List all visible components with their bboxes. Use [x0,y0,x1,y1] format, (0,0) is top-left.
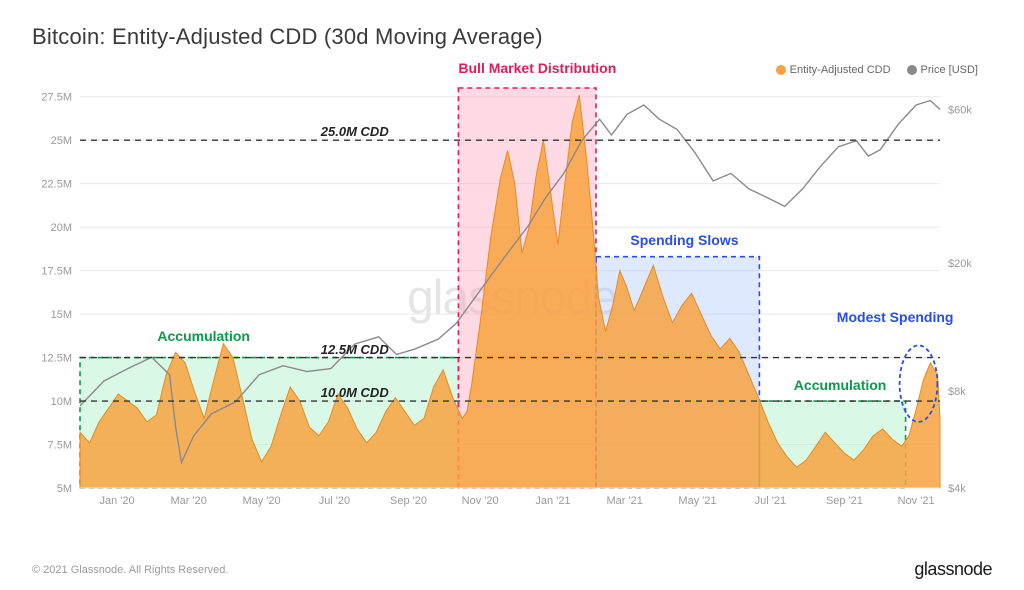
svg-text:12.5M: 12.5M [41,353,72,365]
chart-svg: 5M 7.5M 10M 12.5M 15M 17.5M 20M 22.5M 25M 27.5M $4… [32,68,992,528]
svg-text:$20k: $20k [948,258,972,270]
svg-text:$60k: $60k [948,105,972,117]
svg-text:Jul '20: Jul '20 [319,495,350,507]
svg-text:Sep '21: Sep '21 [826,495,863,507]
svg-text:7.5M: 7.5M [48,440,72,452]
chart-area: glassnode Entity-Adjusted CDD Price [USD… [32,68,992,528]
copyright: © 2021 Glassnode. All Rights Reserved. [32,564,228,576]
svg-text:$4k: $4k [948,483,966,495]
svg-text:Jan '20: Jan '20 [99,495,134,507]
svg-text:22.5M: 22.5M [41,179,72,191]
ref-line-label: 10.0M CDD [321,385,389,400]
svg-text:Jul '21: Jul '21 [755,495,786,507]
svg-text:$8k: $8k [948,386,966,398]
svg-text:Mar '20: Mar '20 [171,495,207,507]
svg-text:Nov '21: Nov '21 [898,495,935,507]
svg-text:10M: 10M [51,396,72,408]
annotation: Modest Spending [837,309,954,325]
annotation: Accumulation [794,377,887,393]
annotation: Spending Slows [630,232,738,248]
chart-title: Bitcoin: Entity-Adjusted CDD (30d Moving… [32,24,992,50]
svg-text:Nov '20: Nov '20 [462,495,499,507]
ref-line-label: 25.0M CDD [321,124,389,139]
svg-text:17.5M: 17.5M [41,266,72,278]
svg-text:15M: 15M [51,309,72,321]
annotation: Bull Market Distribution [458,60,616,76]
svg-text:27.5M: 27.5M [41,92,72,104]
svg-text:25M: 25M [51,135,72,147]
svg-text:Sep '20: Sep '20 [390,495,427,507]
annotation: Accumulation [157,328,250,344]
svg-text:20M: 20M [51,222,72,234]
svg-text:5M: 5M [57,483,72,495]
svg-text:May '20: May '20 [242,495,280,507]
svg-text:Mar '21: Mar '21 [606,495,642,507]
ref-line-label: 12.5M CDD [321,342,389,357]
brand-logo: glassnode [914,559,992,580]
svg-text:May '21: May '21 [678,495,716,507]
svg-text:Jan '21: Jan '21 [535,495,570,507]
